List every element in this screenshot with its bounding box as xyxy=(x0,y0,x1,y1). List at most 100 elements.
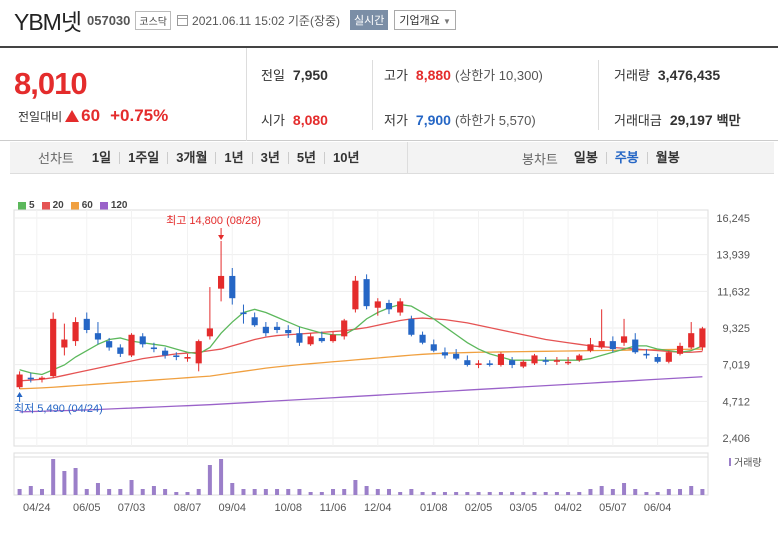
volume-bar xyxy=(577,492,582,495)
legend-ma120: 120 xyxy=(110,200,128,211)
volume-bar xyxy=(185,492,190,495)
volume-bar xyxy=(107,489,112,495)
volume-bar xyxy=(454,492,459,495)
candle-body xyxy=(441,352,449,356)
x-tick-label: 09/04 xyxy=(219,502,247,514)
legend-swatch-ma5 xyxy=(18,201,26,210)
candle-body xyxy=(61,339,68,348)
x-tick-label: 02/05 xyxy=(465,502,493,514)
range-1y[interactable]: 1년 xyxy=(216,151,253,164)
volume-bar xyxy=(622,483,627,495)
stock-name: YBM넷 xyxy=(14,9,82,35)
legend-swatch-ma20 xyxy=(41,201,50,210)
candle-body xyxy=(553,360,560,362)
volume-bar xyxy=(510,492,515,495)
range-1w[interactable]: 1주일 xyxy=(120,151,169,164)
candle-body xyxy=(139,336,146,345)
volume-bar xyxy=(364,486,369,495)
volume-bar xyxy=(431,492,436,495)
x-tick-label: 04/02 xyxy=(554,502,582,514)
prev-value: 7,950 xyxy=(292,66,328,83)
amount-value: 29,197 xyxy=(669,111,713,128)
volume-bar xyxy=(252,489,257,495)
volume-bar xyxy=(398,492,403,495)
candle-body xyxy=(106,341,113,348)
low-price: 저가 7,900 (하한가 5,570) xyxy=(384,110,536,129)
candle-body xyxy=(419,334,426,343)
y-tick-label: 4,712 xyxy=(722,396,750,408)
candle-body xyxy=(150,347,157,350)
y-tick-label: 9,325 xyxy=(722,323,750,335)
high-price: 고가 8,880 (상한가 10,300) xyxy=(384,65,543,84)
change-row: 전일대비 60 +0.75% xyxy=(18,106,168,126)
company-info-button[interactable]: 기업개요 ▼ xyxy=(394,10,456,30)
range-5y[interactable]: 5년 xyxy=(289,151,326,164)
candle-body xyxy=(475,363,482,365)
volume-bar xyxy=(386,489,391,495)
volume-bar xyxy=(129,480,134,495)
candle-body xyxy=(296,333,303,343)
market-badge: 코스닥 xyxy=(135,10,172,30)
volume-bar xyxy=(95,483,100,495)
candle-body xyxy=(128,334,135,356)
low-annotation: 최저 5,490 (04/24) xyxy=(14,402,103,415)
range-10y[interactable]: 10년 xyxy=(333,149,360,165)
x-tick-label: 08/07 xyxy=(174,502,202,514)
volume-bar xyxy=(28,486,33,495)
high-value: 8,880 xyxy=(415,66,451,83)
candle-body xyxy=(16,374,23,388)
volume-bar xyxy=(39,489,44,495)
volume-bar xyxy=(420,492,425,495)
candle-body xyxy=(307,336,314,345)
candle-body xyxy=(374,301,381,308)
volume-bar xyxy=(353,480,358,495)
amount-label: 거래대금 xyxy=(614,113,662,128)
toolbar-divider xyxy=(407,142,408,174)
candle-body xyxy=(83,318,90,330)
change-percent: +0.75% xyxy=(110,106,169,125)
ma120-line xyxy=(19,376,703,413)
volume-bar xyxy=(566,492,571,495)
candle-body xyxy=(665,352,672,362)
candle-body xyxy=(408,318,415,335)
volume-bar xyxy=(297,489,302,495)
trade-amount: 거래대금 29,197 백만 xyxy=(614,110,741,129)
volume-bar xyxy=(275,489,280,495)
candle-body xyxy=(654,357,661,362)
open-price: 시가 8,080 xyxy=(261,110,328,129)
timestamp: 2021.06.11 15:02 기준(장중) xyxy=(192,13,341,28)
volume-bar xyxy=(51,459,56,495)
candle-body xyxy=(486,363,493,365)
realtime-button[interactable]: 실시간 xyxy=(350,10,389,30)
volume-bar xyxy=(331,489,336,495)
x-tick-label: 04/24 xyxy=(23,502,51,514)
range-3m[interactable]: 3개월 xyxy=(168,151,217,164)
amount-unit: 백만 xyxy=(716,113,741,128)
legend-ma20: 20 xyxy=(52,200,64,211)
candle-weekly[interactable]: 주봉 xyxy=(607,151,648,164)
volume-bar xyxy=(263,489,268,495)
legend-swatch-ma120 xyxy=(99,201,108,210)
range-1d[interactable]: 1일 xyxy=(84,151,121,164)
low-arrow-head xyxy=(16,391,23,397)
candle-body xyxy=(27,377,34,380)
candle-body xyxy=(542,360,549,362)
divider xyxy=(598,60,599,130)
candle-monthly[interactable]: 월봉 xyxy=(655,150,680,165)
x-tick-label: 06/04 xyxy=(644,502,672,514)
y-tick-label: 16,245 xyxy=(716,213,750,225)
candle-body xyxy=(273,326,281,330)
candle-body xyxy=(688,333,695,348)
volume-bar xyxy=(140,489,145,495)
candle-daily[interactable]: 일봉 xyxy=(566,151,607,164)
range-3y[interactable]: 3년 xyxy=(253,151,289,164)
low-value: 7,900 xyxy=(415,111,451,128)
candle-body xyxy=(632,339,639,353)
legend-ma60: 60 xyxy=(81,200,93,211)
candle-body xyxy=(565,361,572,364)
volume-bar xyxy=(644,492,649,495)
volume-bar xyxy=(174,492,179,495)
volume-bar xyxy=(532,492,537,495)
candle-body xyxy=(285,329,292,334)
price-box: 8,010 전일대비 60 +0.75% xyxy=(0,48,247,141)
